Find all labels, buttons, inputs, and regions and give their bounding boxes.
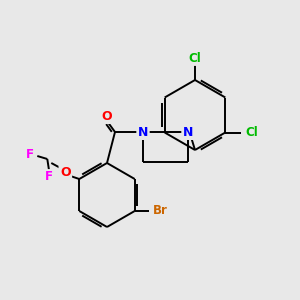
Text: N: N xyxy=(138,125,148,139)
Text: F: F xyxy=(45,170,53,184)
Text: O: O xyxy=(60,167,70,179)
Text: N: N xyxy=(183,125,193,139)
Text: F: F xyxy=(26,148,34,161)
Text: Br: Br xyxy=(153,205,168,218)
Text: Cl: Cl xyxy=(245,126,258,139)
Text: O: O xyxy=(102,110,112,122)
Text: Cl: Cl xyxy=(189,52,201,64)
